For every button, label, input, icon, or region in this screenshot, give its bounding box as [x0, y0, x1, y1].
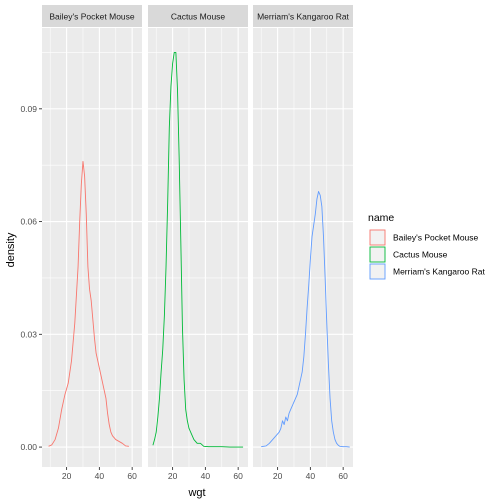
- facet-strip: [148, 5, 248, 27]
- x-tick-label: 40: [306, 471, 316, 481]
- density-line: [152, 51, 244, 448]
- x-tick-label: 60: [233, 471, 243, 481]
- legend-key-swatch: [369, 246, 386, 263]
- x-tick-label: 60: [338, 471, 348, 481]
- y-tick-label: 0.09: [20, 104, 37, 114]
- legend-label: Bailey's Pocket Mouse: [393, 233, 479, 243]
- panel-background: [148, 28, 248, 467]
- y-tick-label: 0.06: [20, 217, 37, 227]
- panel-background: [253, 28, 353, 467]
- density-line: [261, 191, 350, 448]
- facet-strip: [253, 5, 353, 27]
- facet-strip-label: Merriam's Kangaroo Rat: [257, 12, 349, 22]
- facet-panel: Bailey's Pocket Mouse: [42, 5, 142, 467]
- legend-key: [368, 262, 387, 281]
- facet-panels: Bailey's Pocket Mouse Cactus Mouse Merriam…: [42, 5, 353, 467]
- legend-key: [368, 245, 387, 264]
- legend: name Bailey's Pocket Mouse Cactus Mouse Me…: [368, 212, 485, 281]
- legend-entry: Bailey's Pocket Mouse: [368, 228, 479, 247]
- legend-entry: Cactus Mouse: [368, 245, 448, 264]
- facet-panel: Merriam's Kangaroo Rat: [253, 5, 353, 467]
- y-axis-title: density: [5, 232, 17, 267]
- x-tick-label: 60: [127, 471, 137, 481]
- x-tick-label: 20: [168, 471, 178, 481]
- x-axis-title: wgt: [187, 487, 205, 499]
- x-tick-label: 20: [273, 471, 283, 481]
- legend-key: [368, 228, 387, 247]
- y-axis: 0.00 0.03 0.06 0.09: [20, 104, 42, 452]
- legend-key-swatch: [369, 229, 386, 246]
- legend-key-swatch: [369, 263, 386, 280]
- x-tick-label: 40: [201, 471, 211, 481]
- density-line: [48, 160, 129, 447]
- panel-background: [42, 28, 142, 467]
- legend-entry: Merriam's Kangaroo Rat: [368, 262, 485, 281]
- x-axis: 20 40 60 20 40 60 20 40 60: [62, 467, 348, 481]
- y-tick-label: 0.00: [20, 442, 37, 452]
- facet-strip-label: Bailey's Pocket Mouse: [49, 12, 135, 22]
- legend-label: Cactus Mouse: [393, 250, 448, 260]
- x-tick-label: 40: [95, 471, 105, 481]
- facet-strip: [42, 5, 142, 27]
- legend-title: name: [368, 212, 394, 224]
- facet-strip-label: Cactus Mouse: [171, 12, 226, 22]
- facet-panel: Cactus Mouse: [148, 5, 248, 467]
- legend-label: Merriam's Kangaroo Rat: [393, 267, 485, 277]
- x-tick-label: 20: [62, 471, 72, 481]
- y-tick-label: 0.03: [20, 329, 37, 339]
